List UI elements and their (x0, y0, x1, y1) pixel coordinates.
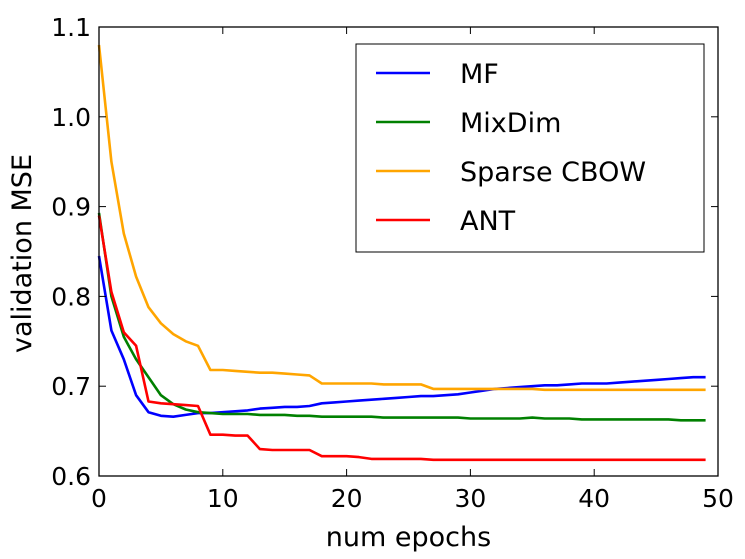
x-tick-label-3: 30 (454, 484, 486, 513)
series-line-3 (97, 215, 706, 462)
legend-label-0: MF (460, 59, 499, 90)
y-axis-label: validation MSE (7, 154, 38, 353)
x-tick-label-5: 50 (702, 484, 734, 513)
x-tick-label-0: 0 (91, 484, 107, 513)
series-line-2 (97, 44, 706, 392)
legend-label-3: ANT (460, 206, 516, 237)
y-tick-label-5: 1.1 (51, 13, 91, 42)
y-tick-label-3: 0.9 (51, 193, 91, 222)
plot-lines (97, 44, 706, 462)
y-tick-label-4: 1.0 (51, 103, 91, 132)
x-tick-label-4: 40 (578, 484, 610, 513)
series-line-0 (97, 255, 706, 419)
y-tick-label-2: 0.8 (51, 282, 91, 311)
x-tick-label-2: 20 (331, 484, 363, 513)
plot-frame (98, 26, 719, 477)
axis-tick-labels: 0 10 20 30 40 50 0.6 0.7 0.8 0.9 1.0 1.1 (51, 13, 734, 513)
y-tick-label-0: 0.6 (51, 462, 91, 491)
legend-box (355, 43, 705, 253)
axis-ticks (98, 26, 719, 477)
legend-label-2: Sparse CBOW (460, 157, 646, 188)
legend-label-1: MixDim (460, 108, 561, 139)
legend: MF MixDim Sparse CBOW ANT (355, 43, 705, 253)
x-axis-label: num epochs (326, 522, 491, 553)
x-tick-label-1: 10 (207, 484, 239, 513)
y-tick-label-1: 0.7 (51, 372, 91, 401)
